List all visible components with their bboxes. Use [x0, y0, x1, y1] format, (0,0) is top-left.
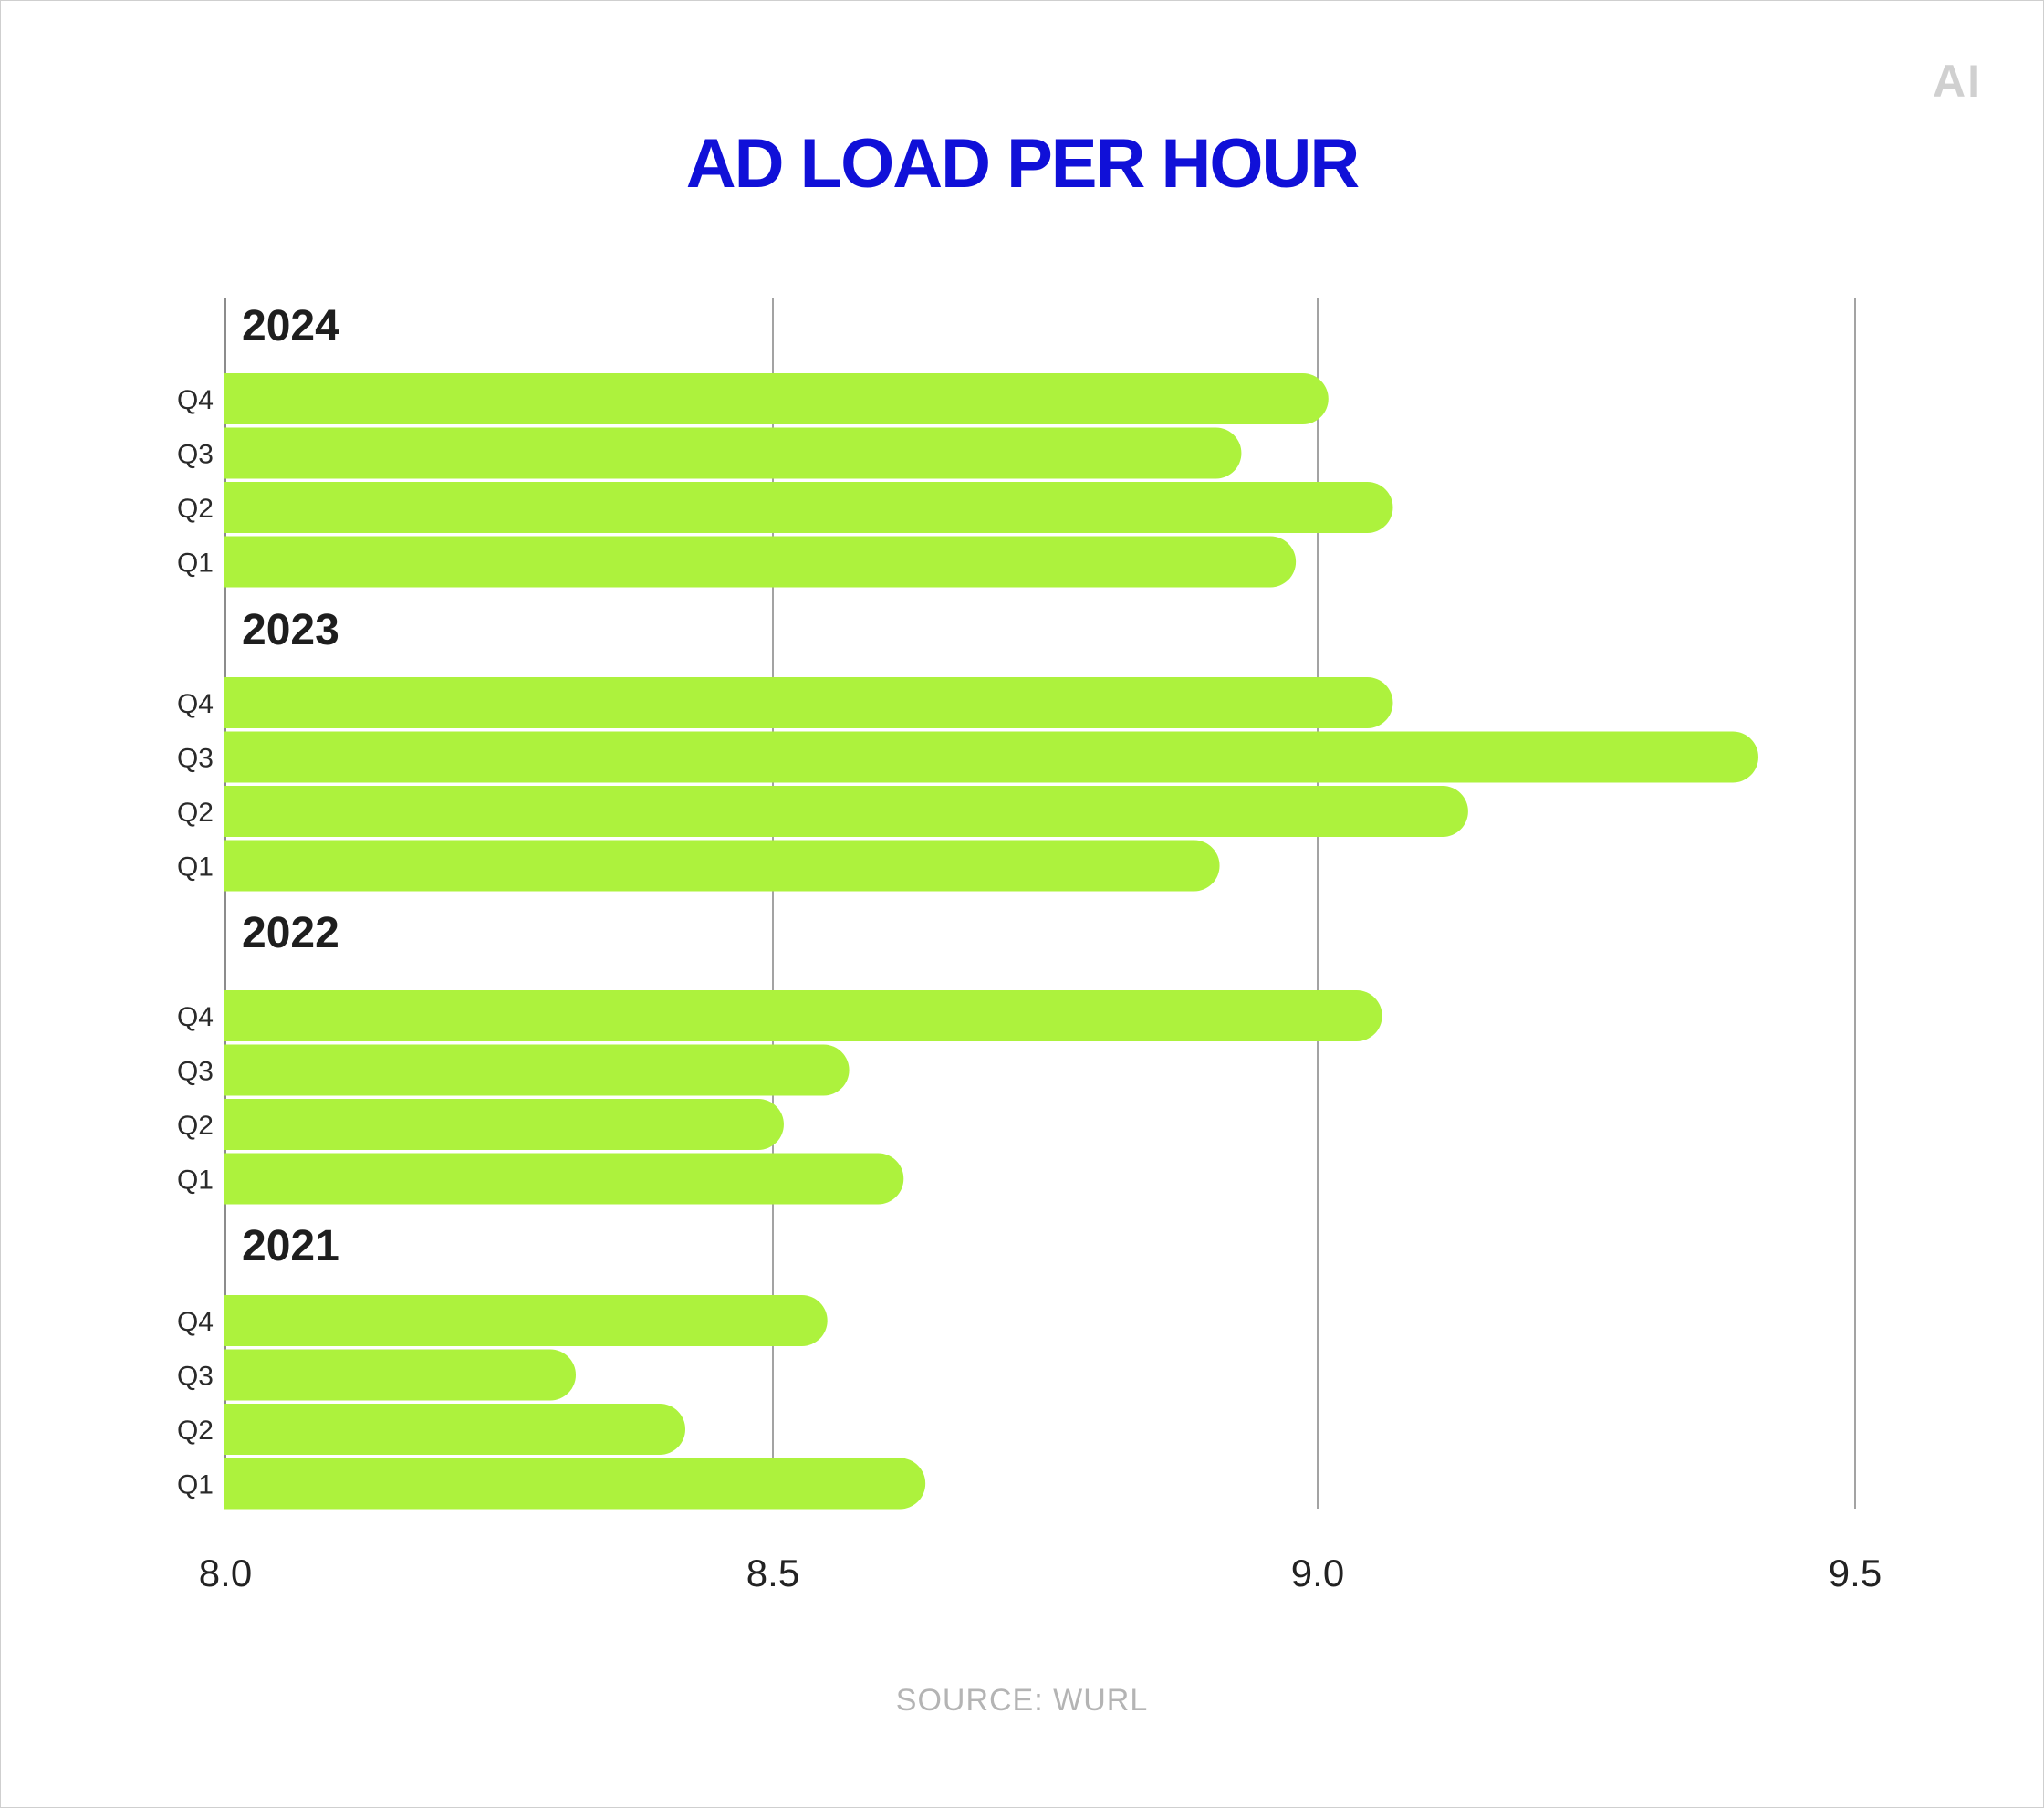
x-tick-label-9-0: 9.0: [1291, 1552, 1344, 1594]
bar-2024-q1: [224, 536, 1297, 588]
bar-2023-q4: [224, 677, 1393, 728]
category-label-2023-q2: Q2: [177, 798, 214, 828]
bar-2023-q1: [224, 840, 1220, 892]
category-label-2023-q4: Q4: [177, 689, 214, 719]
category-label-2021-q3: Q3: [177, 1362, 214, 1392]
x-tick-label-9-5: 9.5: [1829, 1552, 1882, 1594]
x-tick-label-8-0: 8.0: [199, 1552, 252, 1594]
bar-2023-q2: [224, 786, 1468, 837]
chart-title: AD LOAD PER HOUR: [685, 125, 1360, 203]
bar-2024-q2: [224, 482, 1393, 533]
category-label-2022-q1: Q1: [177, 1165, 214, 1196]
group-label-2022: 2022: [242, 909, 339, 957]
bar-2021-q1: [224, 1458, 926, 1510]
category-label-2021-q2: Q2: [177, 1416, 214, 1446]
category-label-2024-q1: Q1: [177, 549, 214, 579]
group-label-2023: 2023: [242, 606, 339, 654]
category-label-2022-q2: Q2: [177, 1111, 214, 1141]
bar-2022-q3: [224, 1044, 850, 1096]
bar-2021-q3: [224, 1349, 576, 1401]
source-note: SOURCE: WURL: [895, 1683, 1149, 1718]
category-label-2021-q1: Q1: [177, 1470, 214, 1500]
bar-2023-q3: [224, 731, 1758, 783]
category-label-2024-q3: Q3: [177, 440, 214, 470]
category-label-2024-q4: Q4: [177, 385, 214, 415]
bar-2024-q3: [224, 427, 1242, 479]
x-tick-label-8-5: 8.5: [746, 1552, 799, 1594]
category-label-2022-q3: Q3: [177, 1057, 214, 1087]
group-label-2021: 2021: [242, 1222, 339, 1270]
bar-2022-q4: [224, 990, 1382, 1041]
bar-2024-q4: [224, 373, 1329, 424]
group-label-2024: 2024: [242, 302, 339, 350]
bar-2022-q2: [224, 1099, 784, 1150]
category-label-2021-q4: Q4: [177, 1307, 214, 1337]
brand-logo: AI: [1933, 56, 1982, 107]
category-label-2024-q2: Q2: [177, 494, 214, 524]
category-label-2023-q1: Q1: [177, 852, 214, 883]
bar-2021-q2: [224, 1404, 685, 1455]
bar-2021-q4: [224, 1295, 828, 1346]
category-label-2023-q3: Q3: [177, 744, 214, 774]
bar-2022-q1: [224, 1153, 904, 1205]
category-label-2022-q4: Q4: [177, 1002, 214, 1032]
